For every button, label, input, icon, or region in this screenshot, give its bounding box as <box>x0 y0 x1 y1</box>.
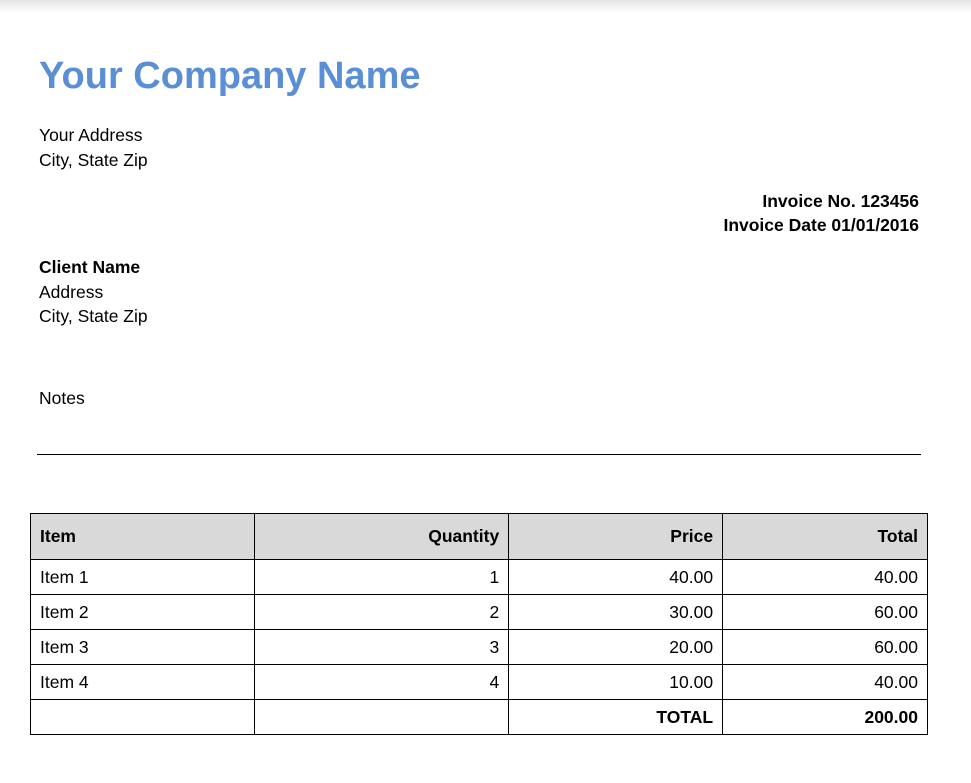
company-name: Your Company Name <box>39 55 421 97</box>
total-empty-cell <box>30 699 255 735</box>
top-shadow <box>0 0 971 14</box>
item-price: 20.00 <box>508 629 724 665</box>
item-quantity: 4 <box>253 664 510 700</box>
total-row: TOTAL 200.00 <box>30 699 928 735</box>
item-quantity: 3 <box>253 629 510 665</box>
item-total: 40.00 <box>722 664 928 700</box>
total-value: 200.00 <box>722 699 928 735</box>
item-name: Item 3 <box>30 629 255 665</box>
invoice-date: Invoice Date 01/01/2016 <box>723 215 919 235</box>
item-total: 40.00 <box>722 559 928 595</box>
client-city-state-zip: City, State Zip <box>39 306 148 326</box>
invoice-items-table: Item Quantity Price Total Item 1 1 40.00… <box>30 513 928 735</box>
item-name: Item 4 <box>30 664 255 700</box>
table-header-row: Item Quantity Price Total <box>30 513 928 560</box>
table-row: Item 3 3 20.00 60.00 <box>30 629 928 665</box>
table-row: Item 4 4 10.00 40.00 <box>30 664 928 700</box>
item-name: Item 2 <box>30 594 255 630</box>
item-name: Item 1 <box>30 559 255 595</box>
item-price: 10.00 <box>508 664 724 700</box>
company-city-state-zip: City, State Zip <box>39 150 148 170</box>
total-label: TOTAL <box>508 699 724 735</box>
table-row: Item 2 2 30.00 60.00 <box>30 594 928 630</box>
invoice-number: Invoice No. 123456 <box>762 191 919 211</box>
table-row: Item 1 1 40.00 40.00 <box>30 559 928 595</box>
client-name: Client Name <box>39 257 141 277</box>
item-total: 60.00 <box>722 629 928 665</box>
header-item: Item <box>30 513 255 560</box>
item-price: 30.00 <box>508 594 724 630</box>
header-total: Total <box>722 513 928 560</box>
item-quantity: 2 <box>253 594 510 630</box>
header-price: Price <box>508 513 724 560</box>
header-quantity: Quantity <box>253 513 510 560</box>
item-quantity: 1 <box>253 559 510 595</box>
notes-divider <box>37 454 921 455</box>
company-address: Your Address <box>39 125 143 145</box>
notes-label: Notes <box>39 388 85 408</box>
item-total: 60.00 <box>722 594 928 630</box>
item-price: 40.00 <box>508 559 724 595</box>
client-address: Address <box>39 282 104 302</box>
total-empty-cell <box>253 699 510 735</box>
